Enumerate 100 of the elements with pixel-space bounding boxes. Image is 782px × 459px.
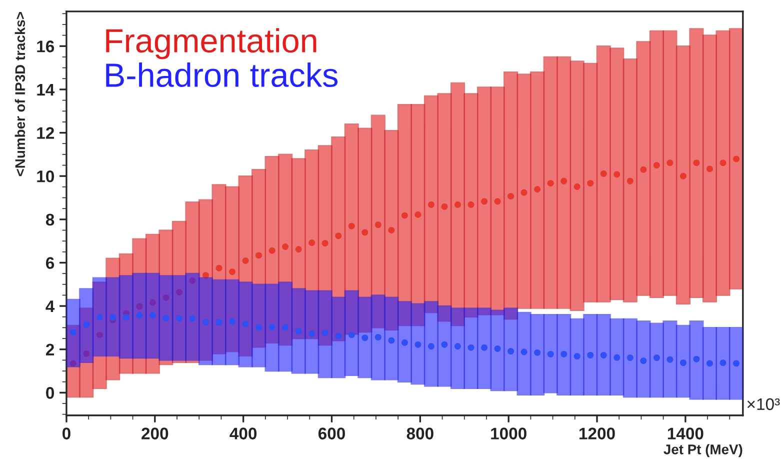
point — [122, 314, 130, 321]
point — [308, 330, 316, 337]
point — [162, 315, 170, 322]
point — [587, 352, 594, 358]
point — [322, 330, 328, 336]
bar — [344, 290, 359, 376]
x-tick-label: 0 — [62, 428, 70, 440]
point — [653, 162, 660, 169]
y-tick-label: 12 — [37, 127, 54, 139]
bar — [556, 56, 572, 309]
point — [574, 183, 580, 190]
bar — [583, 62, 598, 302]
bar — [490, 310, 505, 392]
bar — [516, 74, 532, 309]
text: Fragmentation — [106, 28, 316, 60]
point — [428, 201, 434, 208]
bar — [570, 318, 584, 396]
y-tick-label: 6 — [46, 257, 54, 269]
point — [534, 186, 541, 193]
bar — [198, 277, 213, 366]
point — [666, 356, 674, 363]
bar — [596, 46, 611, 302]
point — [136, 303, 143, 310]
point — [733, 360, 740, 367]
bar — [437, 305, 452, 387]
point — [189, 277, 196, 284]
point — [640, 358, 647, 364]
point — [414, 211, 422, 218]
bar — [662, 30, 678, 296]
y-tick-label: 0 — [46, 387, 54, 399]
bar — [291, 288, 306, 374]
bar — [570, 60, 584, 311]
bar — [662, 320, 678, 398]
y-tick-label: 4 — [46, 300, 55, 312]
bar — [79, 288, 94, 363]
bar — [689, 28, 704, 298]
point — [680, 360, 686, 366]
point — [242, 258, 249, 264]
bar — [596, 314, 611, 396]
point — [640, 166, 647, 173]
bar — [716, 30, 730, 296]
bar — [729, 28, 743, 290]
bar — [676, 324, 690, 398]
bar — [464, 308, 478, 389]
point — [176, 288, 182, 296]
bar — [118, 275, 134, 359]
bar — [92, 277, 107, 356]
point — [494, 345, 501, 352]
point — [614, 354, 620, 361]
point — [481, 198, 488, 205]
point — [454, 201, 461, 208]
bar — [370, 294, 386, 380]
point — [680, 172, 686, 180]
bar — [384, 296, 399, 380]
point — [229, 268, 236, 276]
point — [494, 198, 501, 205]
point — [189, 315, 196, 322]
bar — [543, 56, 558, 309]
bar — [477, 308, 492, 389]
point — [441, 341, 448, 348]
bar — [252, 284, 266, 368]
text: B-hadron tracks — [106, 62, 338, 88]
point — [508, 192, 514, 200]
point — [176, 315, 182, 322]
point — [229, 318, 236, 325]
y-tick-label: 10 — [37, 170, 54, 182]
bar — [304, 290, 320, 374]
point — [626, 354, 634, 362]
point — [401, 212, 408, 219]
bar — [238, 282, 253, 368]
text: ×10³ — [747, 398, 780, 410]
point — [374, 222, 382, 228]
point — [83, 350, 90, 357]
point — [70, 360, 76, 367]
point — [388, 337, 395, 344]
bar — [702, 34, 717, 302]
bar — [225, 279, 240, 366]
point — [653, 354, 660, 362]
point — [388, 226, 395, 234]
point — [335, 232, 342, 240]
x-tick-label: 1200 — [580, 428, 615, 440]
point — [242, 320, 249, 328]
bar — [424, 301, 438, 387]
bar — [358, 296, 372, 378]
point — [534, 349, 541, 356]
point — [348, 332, 355, 338]
point — [256, 324, 262, 331]
bar — [636, 41, 651, 296]
point — [256, 252, 262, 259]
bar — [158, 275, 174, 361]
point — [362, 334, 368, 342]
bar — [649, 30, 664, 298]
x-tick-label: 1400 — [668, 428, 704, 440]
bar — [410, 303, 426, 385]
point — [693, 160, 700, 166]
point — [560, 178, 568, 184]
point — [666, 160, 674, 166]
bar — [530, 314, 545, 396]
point — [468, 344, 474, 351]
point — [508, 348, 514, 355]
